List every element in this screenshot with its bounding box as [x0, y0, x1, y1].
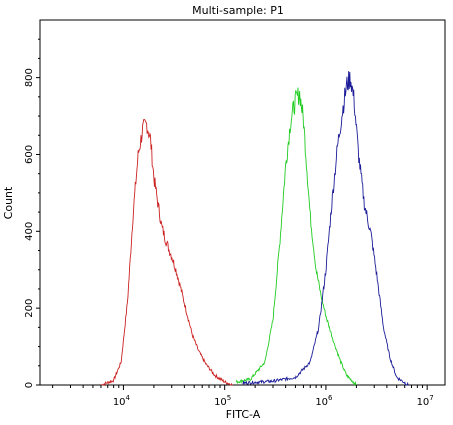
y-tick-label: 200: [24, 299, 35, 318]
x-tick-label: 106: [315, 394, 333, 408]
x-axis-label: FITC-A: [226, 408, 261, 421]
y-axis: 0 200 400 600 800: [24, 38, 40, 388]
histogram-series-1: [100, 119, 233, 387]
series-layer: [100, 71, 409, 387]
y-tick-label: 400: [24, 222, 35, 241]
plot-area-frame: [39, 19, 446, 386]
histogram-series-2: [235, 87, 357, 387]
x-tick-label: 107: [417, 394, 434, 408]
y-tick-label: 600: [24, 145, 35, 164]
x-tick-label: 104: [113, 394, 131, 408]
y-axis-label: Count: [2, 186, 15, 219]
histogram-series-3: [242, 71, 409, 386]
x-tick-label: 105: [214, 394, 231, 408]
x-axis: 104 105 106 107: [52, 385, 434, 408]
y-tick-label: 800: [24, 68, 35, 87]
y-tick-label: 0: [24, 382, 35, 388]
chart-title: Multi-sample: P1: [192, 4, 284, 17]
